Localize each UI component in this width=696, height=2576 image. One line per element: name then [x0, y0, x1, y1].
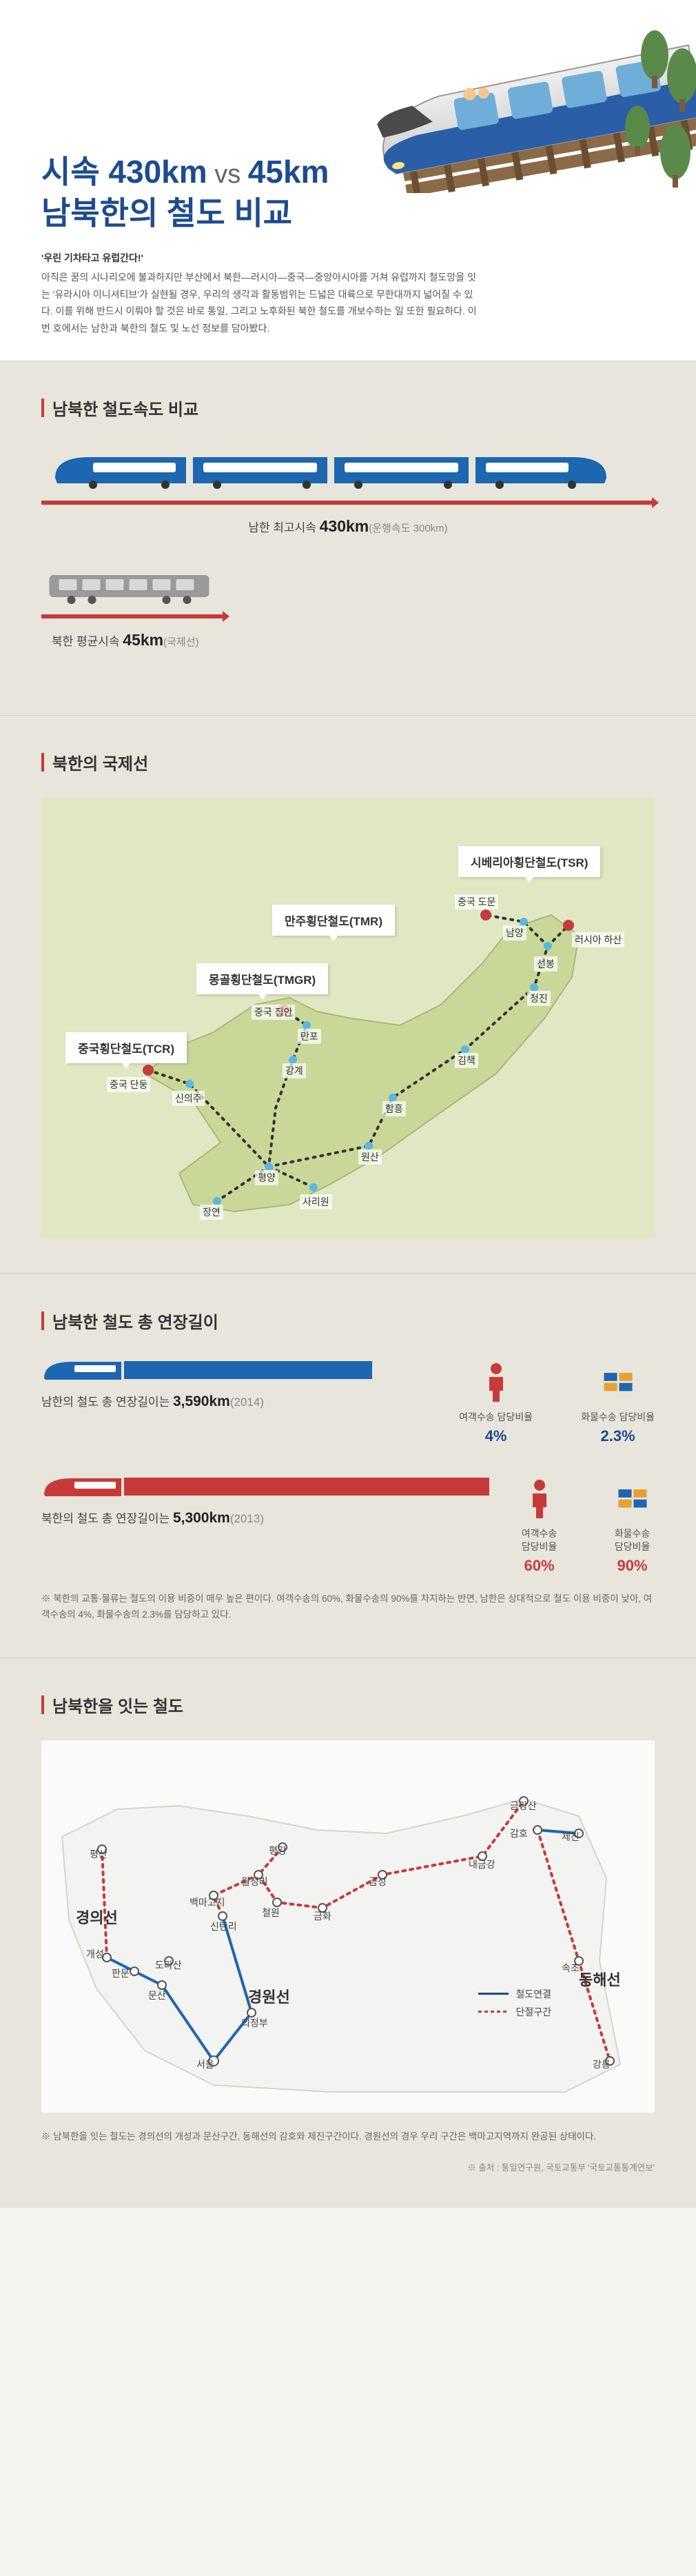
sk-length-desc: 남한의 철도 총 연장길이는 3,590km(2014)	[41, 1392, 431, 1410]
length-nk-row: 북한의 철도 총 연장길이는 5,300km(2013) 여객수송 담당비율 6…	[41, 1473, 655, 1575]
sk-ratios: 여객수송 담당비율 4% 화물수송 담당비율 2.3%	[459, 1362, 655, 1445]
title-line1: 시속 430km vs 45km	[41, 152, 655, 193]
nk-train-icon	[41, 567, 225, 605]
city-label: 러시아 하산	[572, 932, 624, 947]
connect-line-name: 경원선	[248, 1985, 290, 2007]
connect-section: 남북한을 잇는 철도	[0, 1658, 696, 2208]
station-label: 철원	[262, 1906, 280, 1920]
speed-nk: 북한 평균시속 45km(국제선)	[41, 567, 655, 650]
intl-line-label: 시베리아횡단철도(TSR)	[458, 846, 600, 877]
station-label: 금화	[314, 1909, 331, 1923]
speed-sk-track	[41, 501, 655, 505]
cargo-icon	[603, 1362, 633, 1403]
speed-sk-label: 남한 최고시속 430km(운행속도 300km)	[41, 517, 655, 536]
city-label: 사리원	[300, 1194, 332, 1209]
source-note: 출처 : 통일연구원, 국토교통부 '국토교통통계연보'	[41, 2160, 655, 2173]
station-label: 문산	[148, 1989, 166, 2002]
station-label: 내금강	[469, 1858, 495, 1871]
sk-loco-icon	[41, 1356, 124, 1384]
passenger-icon	[481, 1362, 511, 1403]
city-label: 강계	[283, 1063, 306, 1078]
length-title: 남북한 철도 총 연장길이	[41, 1309, 655, 1333]
city-label: 선봉	[534, 956, 557, 972]
city-label: 평양	[255, 1170, 278, 1185]
station-label: 금강산	[510, 1799, 537, 1813]
nk-ratios: 여객수송 담당비율 60% 화물수송 담당비율 90%	[517, 1478, 655, 1575]
connect-title: 남북한을 잇는 철도	[41, 1693, 655, 1717]
length-section: 남북한 철도 총 연장길이 남한의 철도 총 연장길이는 3,590km(201…	[0, 1274, 696, 1658]
station-label: 개성	[86, 1947, 104, 1961]
station-label: 금성	[369, 1875, 387, 1889]
connect-line-name: 동해선	[579, 1968, 621, 1990]
legend-dotted-icon	[478, 2011, 509, 2013]
station-label: 평강	[269, 1844, 287, 1858]
hero-description: '우린 기차타고 유럽간다!' 아직은 꿈의 시나리오에 불과하지만 부산에서 …	[41, 250, 482, 337]
station-label: 감호	[510, 1827, 528, 1840]
station-label: 제진	[562, 1830, 580, 1844]
intl-line-label: 중국횡단철도(TCR)	[65, 1032, 187, 1063]
city-label: 만포	[298, 1029, 321, 1044]
length-sk-row: 남한의 철도 총 연장길이는 3,590km(2014) 여객수송 담당비율 4…	[41, 1356, 655, 1445]
title-line2: 남북한의 철도 비교	[41, 193, 655, 234]
city-label: 남양	[503, 925, 526, 940]
station-label: 서울	[196, 2057, 214, 2071]
speed-nk-label: 북한 평균시속 45km(국제선)	[41, 631, 655, 650]
length-note: 북한의 교통·물류는 철도의 이용 비중이 매우 높은 편이다. 여객수송의 6…	[41, 1591, 655, 1623]
nk-length-desc: 북한의 철도 총 연장길이는 5,300km(2013)	[41, 1509, 489, 1527]
speed-title: 남북한 철도속도 비교	[41, 396, 655, 420]
nk-loco-icon	[41, 1473, 124, 1500]
connect-svg	[41, 1740, 655, 2113]
city-label: 함흥	[382, 1101, 406, 1116]
connect-line-name: 경의선	[76, 1906, 118, 1928]
intl-title: 북한의 국제선	[41, 750, 655, 774]
intl-line-label: 몽골횡단철도(TMGR)	[196, 963, 328, 994]
city-label: 신의주	[172, 1091, 205, 1106]
station-label: 평산	[90, 1847, 108, 1861]
sk-train-icon	[41, 443, 655, 492]
city-label: 청진	[527, 991, 551, 1006]
station-label: 신탄리	[210, 1920, 237, 1933]
city-label: 중국 도문	[455, 894, 498, 909]
station-label: 의정부	[241, 2016, 268, 2030]
speed-nk-track	[41, 614, 225, 618]
city-label: 중국 단둥	[107, 1077, 150, 1092]
hero-title: 시속 430km vs 45km 남북한의 철도 비교	[41, 152, 655, 234]
station-label: 속초	[562, 1961, 580, 1975]
speed-sk: 남한 최고시속 430km(운행속도 300km)	[41, 443, 655, 536]
cargo-icon	[617, 1478, 648, 1520]
station-label: 강릉	[593, 2057, 611, 2071]
intl-line-label: 만주횡단철도(TMR)	[272, 905, 395, 936]
speed-section: 남북한 철도속도 비교 남한 최고시속	[0, 361, 696, 715]
connect-map: 경의선경원선 동해선 평산 평강 금강산감호 제진내금강월정리 금성백마고지철원 금화신탄리…	[41, 1740, 655, 2113]
city-label: 원산	[358, 1149, 382, 1165]
station-label: 판문	[112, 1966, 130, 1980]
city-label: 장연	[200, 1205, 223, 1220]
city-label: 중국 집안	[252, 1005, 295, 1020]
intl-map: 시베리아횡단철도(TSR) 만주횡단철도(TMR) 몽골횡단철도(TMGR) 중국횡단…	[41, 798, 655, 1239]
passenger-icon	[524, 1478, 555, 1520]
station-label: 백마고지	[190, 1895, 225, 1909]
connect-note: 남북한을 잇는 철도는 경의선의 개성과 문산구간, 동해선의 감호와 제진구간…	[41, 2129, 655, 2145]
intl-section: 북한의 국제선	[0, 715, 696, 1274]
legend: 철도연결 단절구간	[478, 1987, 551, 2023]
station-label: 도라산	[155, 1958, 182, 1972]
sk-length-bar	[124, 1361, 372, 1379]
station-label: 월정리	[241, 1875, 268, 1889]
city-label: 김책	[455, 1053, 478, 1068]
hero-section: 시속 430km vs 45km 남북한의 철도 비교 '우린 기차타고 유럽간…	[0, 0, 696, 361]
legend-solid-icon	[478, 1993, 509, 1995]
nk-length-bar	[124, 1478, 489, 1496]
